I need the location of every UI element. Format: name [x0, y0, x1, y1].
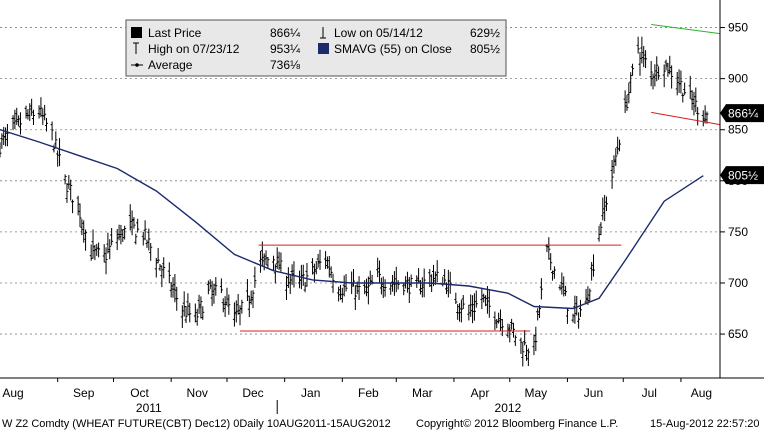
legend-label: Last Price [148, 26, 202, 40]
legend-label: Average [148, 58, 193, 72]
x-month-label: Nov [187, 386, 208, 400]
x-month-label: Feb [358, 386, 379, 400]
footer-security-description: W Z2 Comdty (WHEAT FUTURE(CBT) Dec12) 0D… [2, 418, 391, 430]
value-label-box: 866¼ [720, 104, 764, 123]
x-month-label: Mar [412, 386, 433, 400]
x-year-label: 2011 [136, 401, 162, 415]
sma-55-line [0, 129, 704, 310]
trendline [651, 23, 721, 35]
x-month-label: Aug [2, 386, 23, 400]
footer-bar: W Z2 Comdty (WHEAT FUTURE(CBT) Dec12) 0D… [0, 416, 764, 433]
moving-average-line [0, 129, 704, 310]
legend-label: High on 07/23/12 [148, 42, 240, 56]
x-month-label: Oct [130, 386, 149, 400]
legend-label: Low on 05/14/12 [334, 26, 423, 40]
legend-value: 629½ [470, 26, 500, 40]
y-tick-label: 900 [728, 72, 748, 86]
legend-value: 805½ [470, 42, 500, 56]
value-label-text: 866¼ [728, 107, 759, 121]
price-bars [0, 36, 709, 367]
last-price-square-icon [131, 27, 142, 38]
x-month-label: Dec [242, 386, 263, 400]
value-label-background [720, 104, 764, 123]
footer-timestamp: 15-Aug-2012 22:57:20 [650, 418, 760, 430]
x-month-label: Sep [73, 386, 95, 400]
x-year-label: 2012 [495, 401, 522, 415]
value-label-box: 805½ [720, 166, 764, 185]
legend-label: SMAVG (55) on Close [334, 42, 452, 56]
trendline [651, 111, 721, 126]
sma-square-icon [318, 43, 329, 54]
legend-value: 866¼ [270, 26, 301, 40]
y-tick-label: 750 [728, 225, 748, 239]
value-label-background [720, 166, 764, 185]
footer-copyright: Copyright© 2012 Bloomberg Finance L.P. [416, 418, 619, 430]
x-month-label: May [524, 386, 547, 400]
y-tick-label: 850 [728, 123, 748, 137]
legend-box [125, 19, 507, 77]
legend-value: 953¼ [270, 42, 301, 56]
x-month-label: Jun [584, 386, 603, 400]
x-month-label: Aug [691, 386, 712, 400]
grid-lines [0, 27, 720, 335]
legend-value: 736⅛ [270, 58, 301, 72]
x-month-label: Apr [471, 386, 490, 400]
trendlines [240, 23, 721, 332]
y-tick-label: 950 [728, 21, 748, 35]
value-label-text: 805½ [728, 169, 758, 183]
y-tick-label: 650 [728, 327, 748, 341]
x-month-label: Jul [642, 386, 657, 400]
axes: 650700750800850900950AugSepOctNovDecJanF… [0, 0, 764, 415]
y-tick-label: 700 [728, 276, 748, 290]
legend: Last Price 866¼ Low on 05/14/12 629½ High on… [125, 19, 507, 77]
x-month-label: Jan [301, 386, 320, 400]
average-dot-icon [135, 63, 139, 67]
